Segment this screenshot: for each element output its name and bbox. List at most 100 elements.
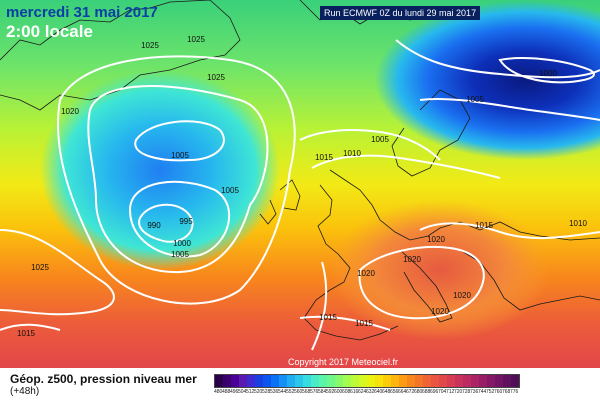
color-scale-label: 544 [278, 389, 286, 395]
color-scale-swatch [487, 375, 495, 387]
color-scale-swatch [279, 375, 287, 387]
color-scale-swatch [271, 375, 279, 387]
color-scale-label: 736 [470, 389, 478, 395]
isobar-label: 1025 [141, 41, 159, 50]
color-scale-label: 680 [414, 389, 422, 395]
color-scale-swatch [367, 375, 375, 387]
isobar-label: 1015 [475, 221, 493, 230]
color-scale-swatch [439, 375, 447, 387]
forecast-date: mercredi 31 mai 2017 [6, 4, 158, 21]
color-scale-swatch [431, 375, 439, 387]
isobar-label: 1025 [207, 73, 225, 82]
atlantic-low-field [40, 70, 280, 270]
color-scale [214, 374, 520, 388]
isobar-label: 1015 [17, 329, 35, 338]
isobar-label: 1020 [357, 269, 375, 278]
model-run-label: Run ECMWF 0Z du lundi 29 mai 2017 [320, 6, 480, 20]
isobar-label: 1010 [569, 219, 587, 228]
isobar-label: 1015 [319, 313, 337, 322]
color-scale-swatch [335, 375, 343, 387]
color-scale-label: 488 [222, 389, 230, 395]
color-scale-swatch [255, 375, 263, 387]
color-scale-label: 576 [310, 389, 318, 395]
color-scale-swatch [463, 375, 471, 387]
isobar-labels: 1025 1025 1025 1020 1005 1005 990 995 1000 1005 10… [17, 35, 587, 338]
color-scale-swatch [495, 375, 503, 387]
isobar-label: 1000 [539, 69, 557, 78]
color-scale-label: 744 [478, 389, 486, 395]
color-scale-label: 504 [238, 389, 246, 395]
color-scale-swatch [407, 375, 415, 387]
weather-map: 1025 1025 1025 1020 1005 1005 990 995 1000 1005 10… [0, 0, 600, 368]
color-scale-swatch [311, 375, 319, 387]
color-scale-label: 520 [254, 389, 262, 395]
color-scale-label: 528 [262, 389, 270, 395]
isobar-label: 1020 [403, 255, 421, 264]
color-scale-swatch [455, 375, 463, 387]
color-scale-label: 776 [510, 389, 518, 395]
color-scale-label: 696 [430, 389, 438, 395]
isobar-label: 1000 [173, 239, 191, 248]
europe-high-field [330, 200, 550, 340]
color-scale-label: 608 [342, 389, 350, 395]
color-scale-swatch [215, 375, 223, 387]
color-scale-label: 480 [214, 389, 222, 395]
color-scale-swatch [295, 375, 303, 387]
isobar-label: 1020 [427, 235, 445, 244]
color-scale-label: 584 [318, 389, 326, 395]
color-scale-label: 704 [438, 389, 446, 395]
color-scale-swatch [351, 375, 359, 387]
color-scale-label: 656 [390, 389, 398, 395]
forecast-time: 2:00 locale [6, 22, 93, 41]
isobar-label: 1005 [171, 250, 189, 259]
color-scale-swatch [303, 375, 311, 387]
color-scale-swatch [503, 375, 511, 387]
color-scale-swatch [479, 375, 487, 387]
color-scale-swatch [391, 375, 399, 387]
isobar-label: 990 [147, 221, 161, 230]
color-scale-label: 728 [462, 389, 470, 395]
color-scale-swatch [231, 375, 239, 387]
color-scale-label: 536 [270, 389, 278, 395]
color-scale-label: 512 [246, 389, 254, 395]
isobar-label: 1005 [466, 95, 484, 104]
color-scale-label: 760 [494, 389, 502, 395]
color-scale-swatch [383, 375, 391, 387]
isobar-label: 1015 [355, 319, 373, 328]
color-scale-label: 624 [358, 389, 366, 395]
color-scale-swatch [287, 375, 295, 387]
color-scale-label: 568 [302, 389, 310, 395]
isobar-label: 1005 [371, 135, 389, 144]
isobar-label: 1005 [171, 151, 189, 160]
color-scale-label: 648 [382, 389, 390, 395]
color-scale-label: 640 [374, 389, 382, 395]
color-scale-swatch [343, 375, 351, 387]
color-scale-swatch [511, 375, 519, 387]
color-scale-labels: 480 488 496 504 512 520 528 536 544 552 560 568 576 5… [214, 389, 518, 397]
color-scale-label: 560 [294, 389, 302, 395]
color-scale-swatch [359, 375, 367, 387]
color-scale-label: 688 [422, 389, 430, 395]
isobar-label: 1020 [431, 307, 449, 316]
color-scale-swatch [471, 375, 479, 387]
isobar-label: 1020 [61, 107, 79, 116]
color-scale-label: 712 [446, 389, 454, 395]
color-scale-swatch [263, 375, 271, 387]
color-scale-label: 632 [366, 389, 374, 395]
isobar-label: 995 [179, 217, 193, 226]
color-scale-swatch [399, 375, 407, 387]
scandinavia-low-field [375, 0, 600, 160]
copyright-text: Copyright 2017 Meteociel.fr [288, 357, 399, 367]
color-scale-label: 616 [350, 389, 358, 395]
legend-title: Géop. z500, pression niveau mer [10, 372, 197, 386]
color-scale-swatch [375, 375, 383, 387]
isobar-label: 1010 [343, 149, 361, 158]
color-scale-swatch [415, 375, 423, 387]
color-scale-swatch [239, 375, 247, 387]
isobar-label: 1025 [187, 35, 205, 44]
isobar-label: 1025 [31, 263, 49, 272]
color-scale-label: 552 [286, 389, 294, 395]
color-scale-label: 752 [486, 389, 494, 395]
color-scale-swatch [423, 375, 431, 387]
isobar-label: 1020 [453, 291, 471, 300]
